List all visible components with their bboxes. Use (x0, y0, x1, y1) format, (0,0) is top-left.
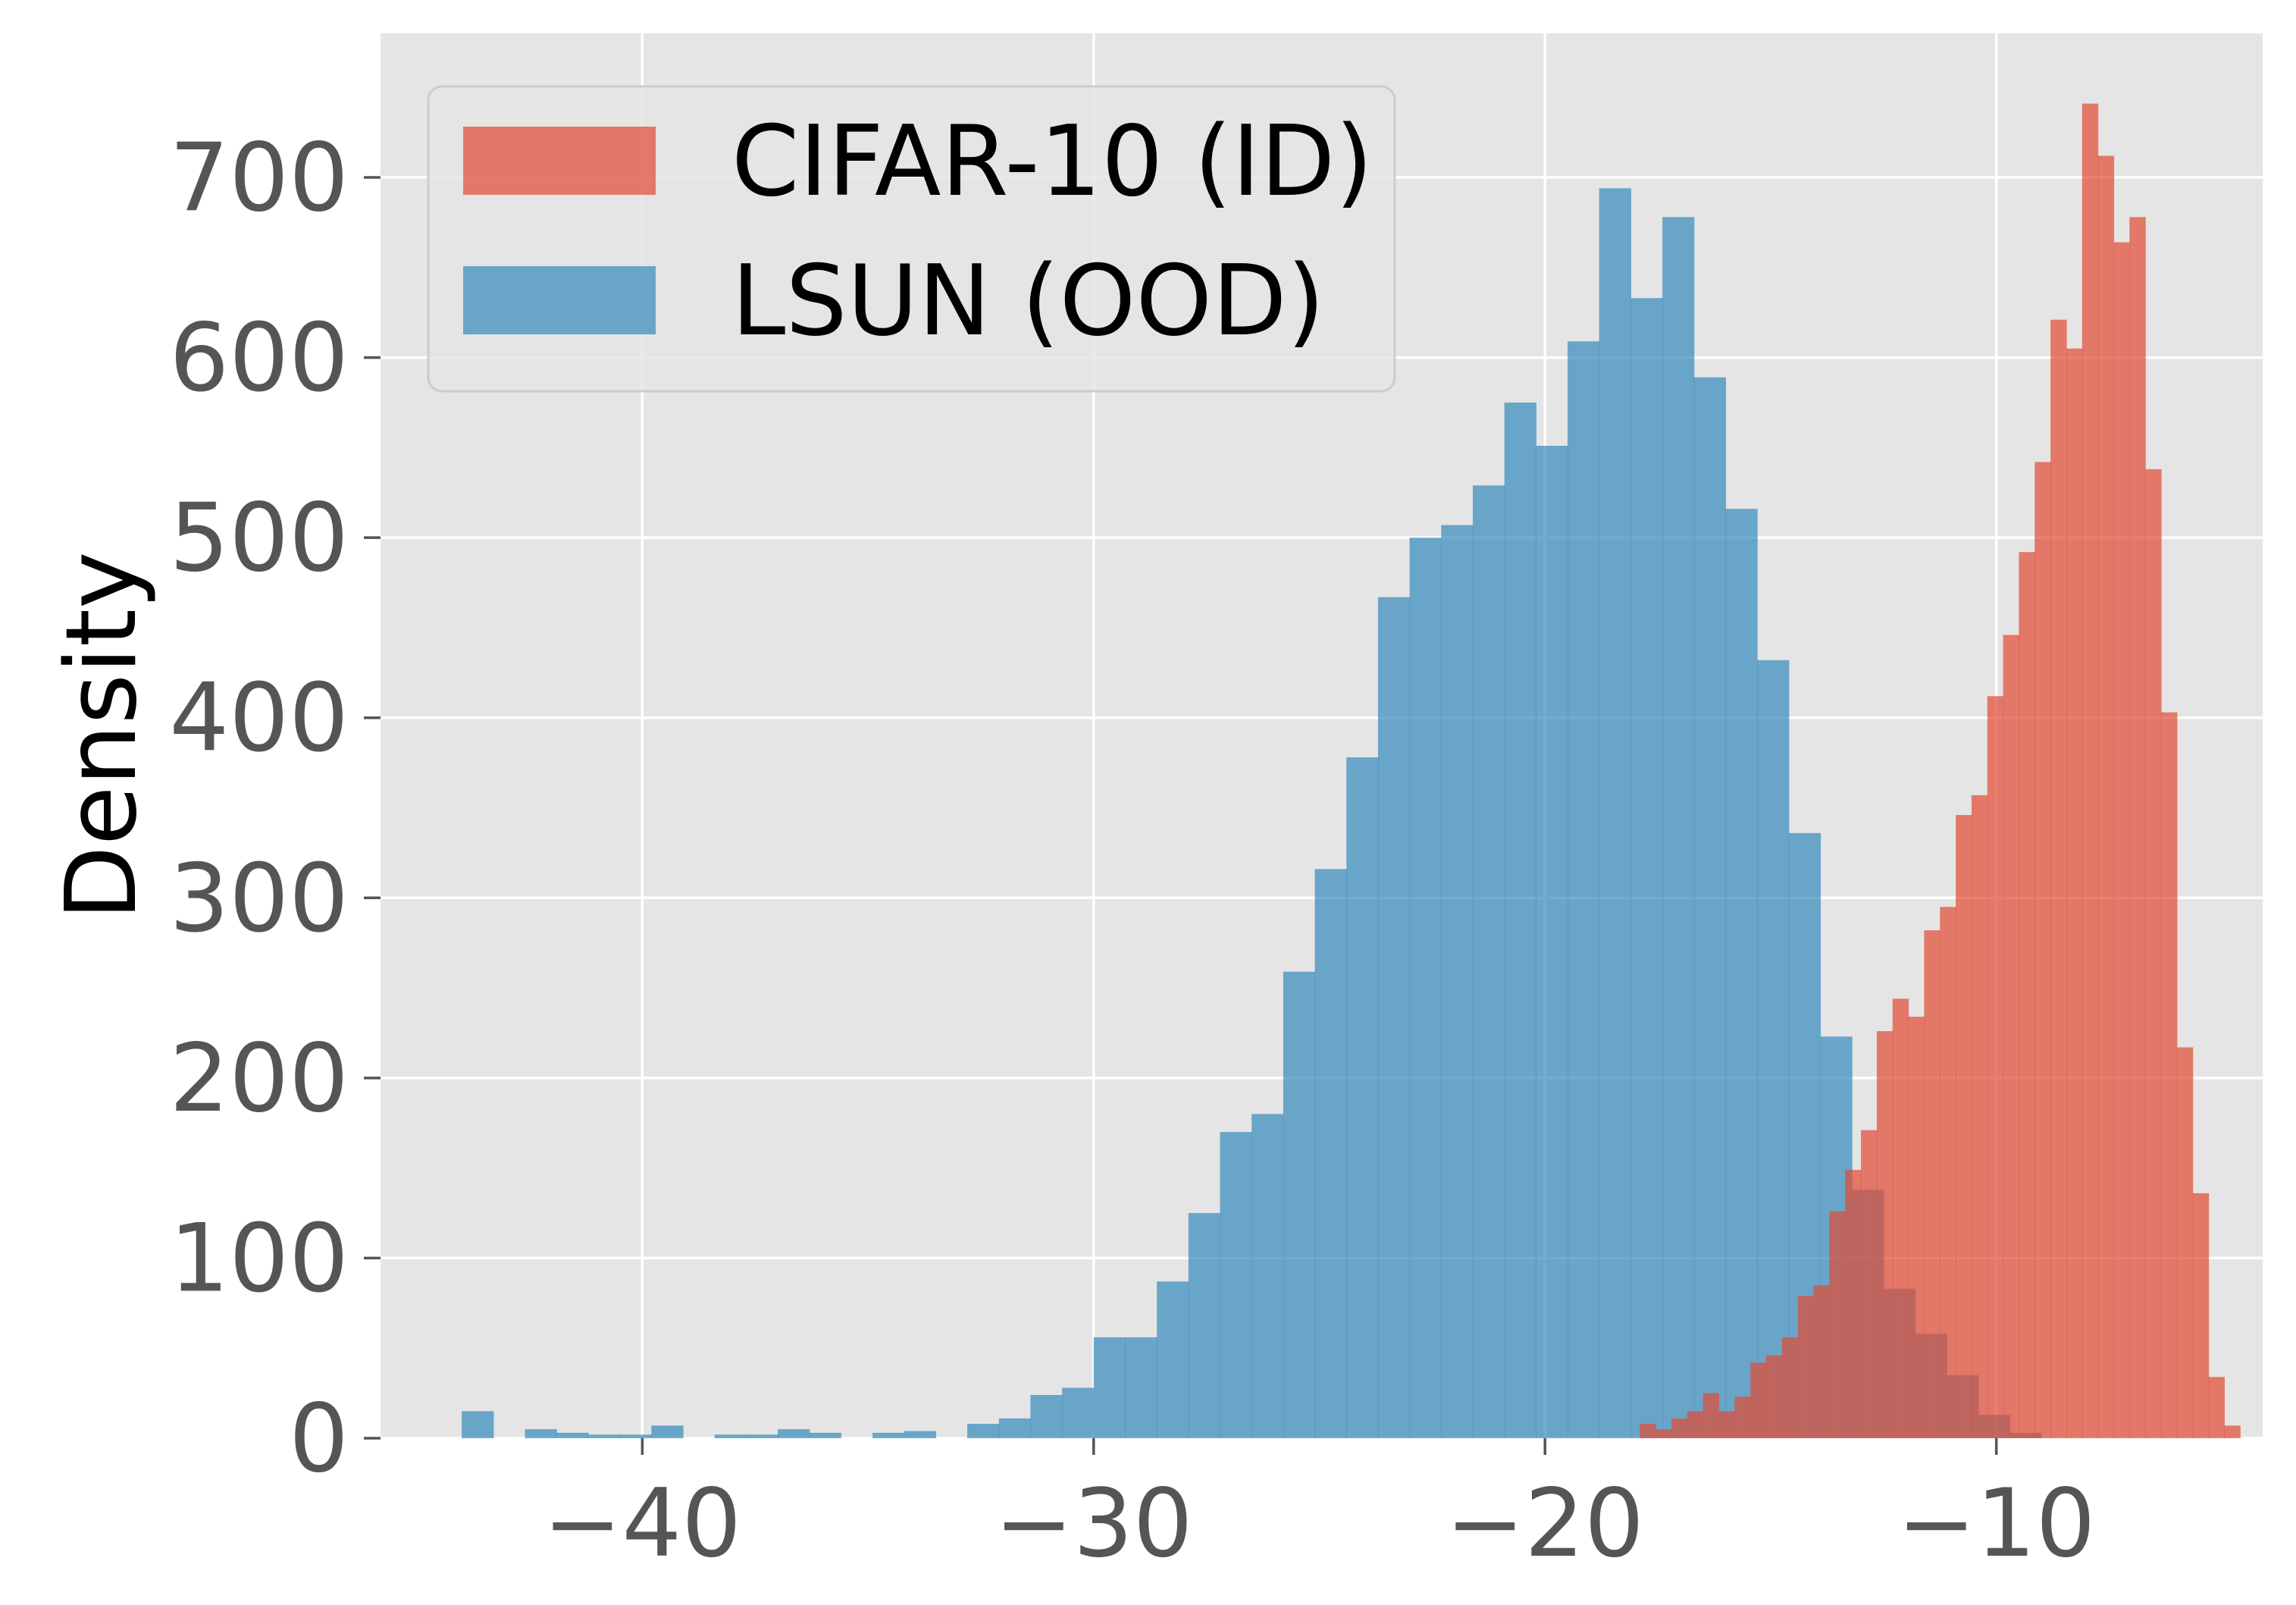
y-tick-label: 100 (169, 1204, 349, 1313)
histogram-bar (746, 1434, 778, 1438)
histogram-bar (1750, 1362, 1767, 1438)
histogram-bar (2161, 712, 2178, 1438)
histogram-bar (1813, 1285, 1830, 1438)
histogram-bar (2050, 319, 2067, 1438)
histogram-bar (904, 1431, 936, 1438)
histogram-bar (2192, 1193, 2210, 1438)
histogram-bar (1314, 869, 1347, 1438)
histogram-bar (619, 1434, 652, 1438)
histogram-bar (1693, 377, 1727, 1438)
histogram-bar (1781, 1337, 1799, 1438)
histogram-bar (1599, 188, 1631, 1438)
histogram-bar (2081, 103, 2099, 1438)
histogram-bar (1630, 298, 1663, 1438)
histogram-bar (1671, 1418, 1688, 1438)
histogram-bar (1093, 1337, 1126, 1438)
histogram-bar (809, 1432, 841, 1438)
histogram-bar (1702, 1393, 1720, 1438)
histogram-bar (1861, 1130, 1878, 1438)
histogram-bar (872, 1432, 905, 1438)
axis-ticks: 0 100 200 300 400 500 600 700 −40 −30 −20 −10 (169, 124, 2095, 1578)
y-tick-label: 600 (169, 304, 349, 413)
legend-swatch-cifar10 (463, 127, 656, 195)
histogram-bar (967, 1423, 1000, 1438)
histogram-bar (2034, 462, 2051, 1438)
y-tick-label: 0 (289, 1384, 349, 1494)
histogram-bar (1757, 660, 1790, 1438)
legend-label-cifar10: CIFAR-10 (ID) (731, 105, 1373, 218)
histogram-bar (1441, 525, 1474, 1438)
histogram-bar (1971, 795, 1988, 1438)
histogram-bar (714, 1434, 747, 1438)
histogram-bar (1892, 998, 1909, 1438)
histogram-bar (556, 1432, 589, 1438)
histogram-bar (1940, 907, 1956, 1438)
histogram-bar (587, 1434, 621, 1438)
histogram-bar (1346, 757, 1379, 1438)
histogram-bar (2003, 635, 2020, 1438)
histogram-bar (462, 1411, 494, 1438)
y-tick-label: 400 (169, 664, 349, 773)
y-tick-label: 200 (169, 1024, 349, 1133)
histogram-bar (1504, 403, 1536, 1439)
histogram-bar (1283, 971, 1316, 1438)
y-axis-label: Density (45, 551, 158, 920)
legend-box (427, 85, 1396, 393)
y-tick-label: 300 (169, 844, 349, 953)
histogram-bar (1536, 446, 1568, 1439)
legend-label-lsun: LSUN (OOD) (731, 245, 1325, 358)
histogram-bar (1956, 815, 1972, 1438)
histogram-bar (651, 1425, 684, 1438)
histogram-bar (2224, 1425, 2241, 1438)
histogram-bar (1157, 1281, 1189, 1438)
histogram-bar (2019, 552, 2035, 1439)
histogram-bar (1908, 1017, 1925, 1438)
histogram-bar (1725, 509, 1758, 1439)
histogram-bar (1472, 485, 1505, 1438)
histogram-bar (1734, 1397, 1751, 1438)
series-cifar10-id (1640, 103, 2241, 1439)
histogram-bar (1797, 1296, 1815, 1438)
histogram-bar (2129, 217, 2146, 1438)
histogram-bar (1876, 1031, 1893, 1438)
histogram-bar (2145, 469, 2162, 1438)
histogram-bar (1568, 341, 1600, 1438)
histogram-bar (1220, 1132, 1252, 1438)
histogram-bar (777, 1429, 810, 1438)
histogram-bar (525, 1429, 557, 1438)
histogram-bar (2113, 242, 2130, 1439)
histogram-bar (1409, 538, 1442, 1439)
histogram-bar (1845, 1170, 1862, 1438)
y-tick-label: 700 (169, 124, 349, 233)
legend-swatch-lsun (463, 266, 656, 334)
histogram-bar (2066, 348, 2083, 1438)
x-tick-label: −30 (995, 1469, 1193, 1578)
histogram-bar (1662, 217, 1695, 1438)
histogram-bar (998, 1418, 1032, 1438)
histogram-bar (1924, 930, 1940, 1438)
histogram-bar (1718, 1411, 1735, 1438)
x-tick-label: −20 (1446, 1469, 1644, 1578)
x-tick-label: −40 (543, 1469, 742, 1578)
legend: CIFAR-10 (ID) LSUN (OOD) (427, 85, 1396, 393)
histogram-bar (1030, 1394, 1063, 1438)
y-tick-label: 500 (169, 484, 349, 593)
histogram-bar (1251, 1114, 1284, 1438)
histogram-bar (1829, 1211, 1846, 1438)
histogram-bar (2176, 1047, 2194, 1438)
histogram-bar (1655, 1429, 1672, 1438)
histogram-bar (1377, 597, 1411, 1438)
histogram-bar (1987, 696, 2004, 1438)
x-tick-label: −10 (1897, 1469, 2096, 1578)
histogram-bar (1766, 1355, 1783, 1438)
histogram-bar (1062, 1387, 1095, 1438)
histogram-bar (2208, 1377, 2225, 1438)
histogram-bar (1687, 1411, 1704, 1438)
histogram-bar (2097, 155, 2115, 1439)
histogram-bar (1640, 1423, 1656, 1438)
histogram-bar (1188, 1213, 1221, 1438)
histogram-bar (1125, 1337, 1157, 1438)
